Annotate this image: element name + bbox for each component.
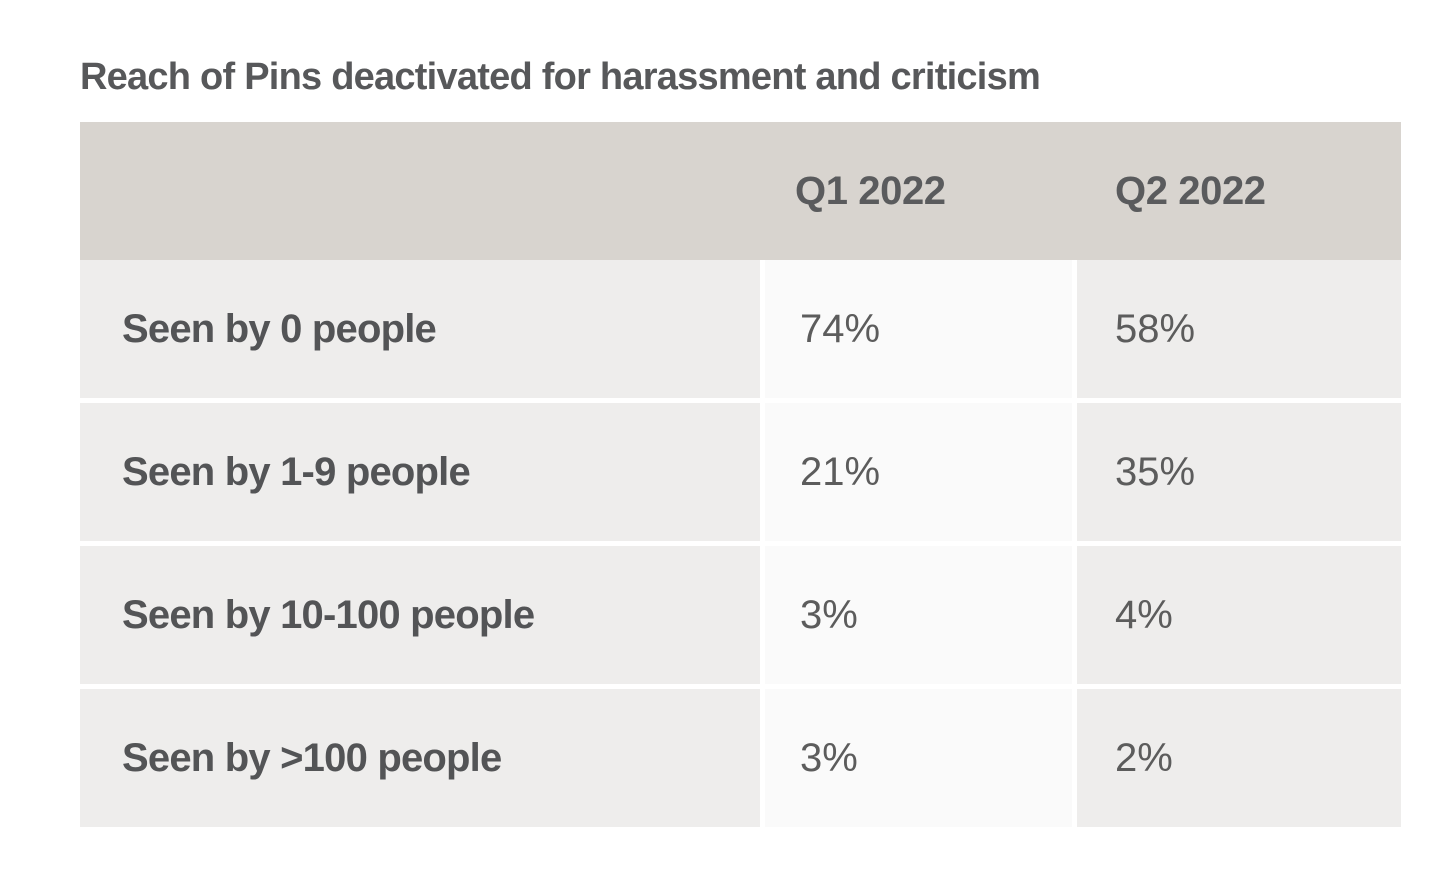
row-label: Seen by 1-9 people: [80, 403, 760, 541]
row-label: Seen by 0 people: [80, 260, 760, 398]
value-cell-q1: 3%: [765, 546, 1072, 684]
row-label: Seen by >100 people: [80, 689, 760, 827]
value-cell-q1: 74%: [765, 260, 1072, 398]
table-row: Seen by >100 people 3% 2%: [80, 689, 1401, 827]
column-header-q2-2022: Q2 2022: [1115, 168, 1266, 213]
table-row: Seen by 1-9 people 21% 35%: [80, 403, 1401, 541]
value-cell-q2: 35%: [1077, 403, 1401, 541]
table-row: Seen by 10-100 people 3% 4%: [80, 546, 1401, 684]
column-header-q1-2022: Q1 2022: [795, 168, 946, 213]
table-header-row: Q1 2022 Q2 2022: [80, 122, 1401, 260]
value-cell-q2: 2%: [1077, 689, 1401, 827]
value-cell-q1: 21%: [765, 403, 1072, 541]
table-row: Seen by 0 people 74% 58%: [80, 260, 1401, 398]
reach-table: Q1 2022 Q2 2022 Seen by 0 people 74% 58%…: [80, 122, 1401, 827]
chart-title: Reach of Pins deactivated for harassment…: [80, 56, 1041, 98]
row-label: Seen by 10-100 people: [80, 546, 760, 684]
value-cell-q2: 4%: [1077, 546, 1401, 684]
value-cell-q2: 58%: [1077, 260, 1401, 398]
value-cell-q1: 3%: [765, 689, 1072, 827]
